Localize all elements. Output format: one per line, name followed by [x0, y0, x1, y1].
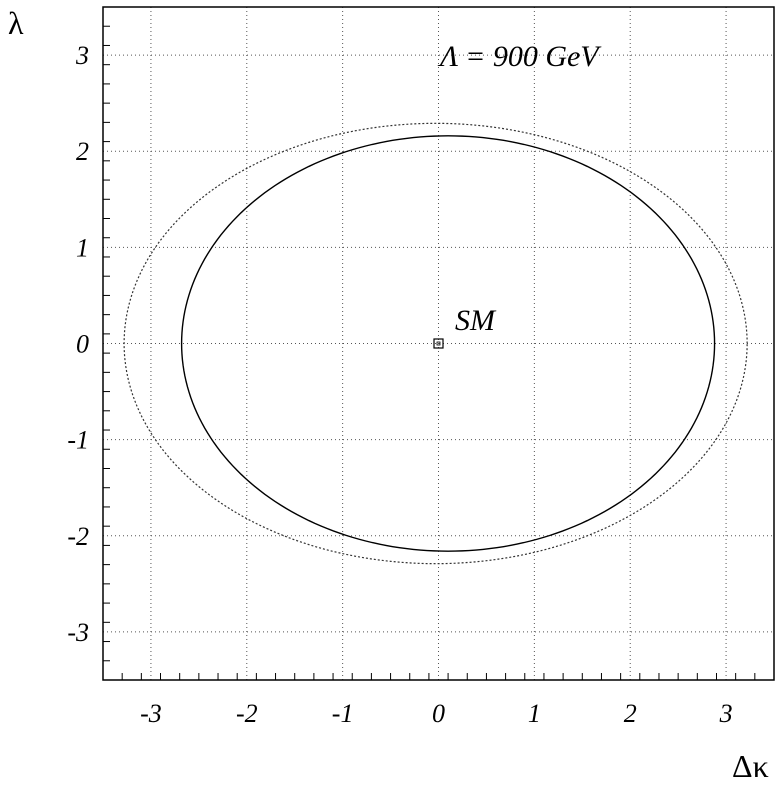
axis-ticks — [102, 6, 775, 681]
y-tick-label: -3 — [67, 618, 89, 647]
annotation-lambda: Λ = 900 GeV — [437, 40, 602, 73]
x-tick-label: 1 — [528, 699, 541, 728]
x-tick-label: -3 — [140, 699, 162, 728]
x-tick-label: -1 — [332, 699, 354, 728]
contour-curves — [123, 122, 748, 565]
y-tick-label: -2 — [67, 522, 89, 551]
x-tick-label: 2 — [624, 699, 637, 728]
y-tick-label: 2 — [76, 137, 89, 166]
sm-point-inner — [436, 341, 441, 346]
annotation-sm: SM — [455, 304, 497, 337]
y-tick-label: 3 — [75, 41, 89, 70]
x-tick-label: 0 — [432, 699, 445, 728]
plot-frame — [102, 6, 775, 681]
grid — [103, 7, 774, 680]
x-axis-label: Δκ — [732, 748, 769, 784]
markers — [433, 338, 444, 349]
y-axis-label: λ — [8, 5, 24, 41]
y-tick-label: 0 — [76, 330, 89, 359]
tick-labels: -3 -2 -1 0 1 2 3 -3 -2 -1 0 1 2 3 — [67, 41, 732, 728]
x-tick-label: -2 — [236, 699, 258, 728]
y-tick-label: 1 — [76, 233, 89, 262]
contour-solid — [180, 135, 716, 552]
contour-dotted — [123, 122, 748, 565]
y-tick-label: -1 — [67, 426, 89, 455]
sm-point-marker — [433, 338, 444, 349]
x-tick-label: 3 — [719, 699, 733, 728]
